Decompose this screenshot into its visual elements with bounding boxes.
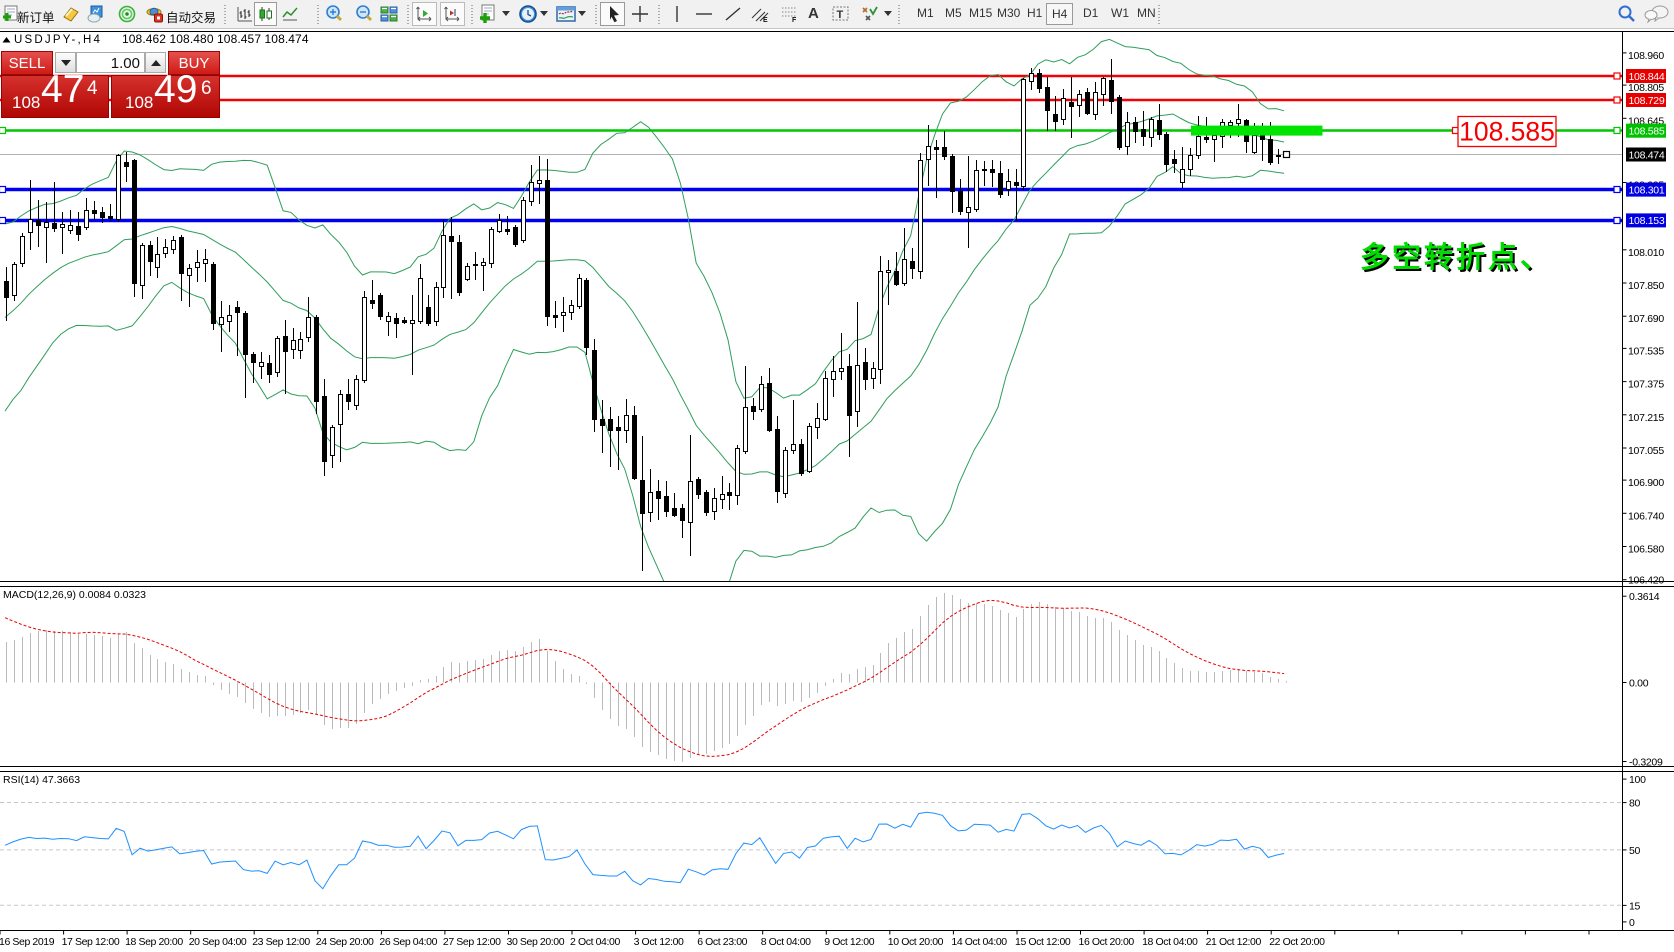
svg-text:14 Oct 04:00: 14 Oct 04:00 <box>951 936 1007 948</box>
svg-text:107.215: 107.215 <box>1628 412 1664 424</box>
svg-text:3 Oct 12:00: 3 Oct 12:00 <box>634 936 684 948</box>
svg-text:108.462 108.480 108.457 108.47: 108.462 108.480 108.457 108.474 <box>122 32 309 46</box>
svg-text:108.585: 108.585 <box>1629 126 1665 138</box>
svg-text:106.580: 106.580 <box>1628 544 1664 556</box>
svg-text:108.301: 108.301 <box>1629 184 1665 196</box>
svg-text:108.153: 108.153 <box>1629 215 1665 227</box>
svg-text:108.960: 108.960 <box>1628 50 1664 62</box>
svg-text:F: F <box>792 17 797 23</box>
svg-text:18 Oct 04:00: 18 Oct 04:00 <box>1142 936 1198 948</box>
svg-text:108.585: 108.585 <box>1459 117 1555 147</box>
svg-text:21 Oct 12:00: 21 Oct 12:00 <box>1206 936 1262 948</box>
svg-text:20 Sep 04:00: 20 Sep 04:00 <box>189 936 247 948</box>
svg-text:9 Oct 12:00: 9 Oct 12:00 <box>824 936 874 948</box>
svg-text:24 Sep 20:00: 24 Sep 20:00 <box>316 936 374 948</box>
svg-text:80: 80 <box>1629 798 1641 810</box>
svg-text:108.010: 108.010 <box>1628 247 1664 259</box>
svg-text:106.740: 106.740 <box>1628 510 1664 522</box>
svg-text:0.00: 0.00 <box>1629 678 1649 690</box>
svg-text:多空转折点、: 多空转折点、 <box>1360 240 1552 274</box>
svg-text:8 Oct 04:00: 8 Oct 04:00 <box>761 936 811 948</box>
svg-text:RSI(14) 47.3663: RSI(14) 47.3663 <box>3 774 80 786</box>
svg-text:50: 50 <box>1629 845 1641 857</box>
svg-text:26 Sep 04:00: 26 Sep 04:00 <box>379 936 437 948</box>
svg-text:108.844: 108.844 <box>1629 71 1665 83</box>
svg-text:16 Oct 20:00: 16 Oct 20:00 <box>1079 936 1135 948</box>
svg-text:0.3614: 0.3614 <box>1629 591 1660 603</box>
svg-text:T: T <box>837 9 844 21</box>
svg-text:0: 0 <box>1629 917 1635 929</box>
svg-text:15 Oct 12:00: 15 Oct 12:00 <box>1015 936 1071 948</box>
svg-text:E: E <box>763 17 768 23</box>
svg-text:2 Oct 04:00: 2 Oct 04:00 <box>570 936 620 948</box>
svg-text:23 Sep 12:00: 23 Sep 12:00 <box>252 936 310 948</box>
svg-text:USDJPY-,H4: USDJPY-,H4 <box>14 34 102 46</box>
svg-text:18 Sep 20:00: 18 Sep 20:00 <box>125 936 183 948</box>
svg-text:107.055: 107.055 <box>1628 445 1664 457</box>
svg-text:MACD(12,26,9) 0.0084 0.0323: MACD(12,26,9) 0.0084 0.0323 <box>3 589 146 601</box>
svg-text:107.850: 107.850 <box>1628 280 1664 292</box>
svg-text:100: 100 <box>1629 774 1646 786</box>
svg-text:106.420: 106.420 <box>1628 575 1664 587</box>
svg-text:108.474: 108.474 <box>1629 149 1665 161</box>
svg-text:15: 15 <box>1629 900 1641 912</box>
svg-text:107.535: 107.535 <box>1628 345 1664 357</box>
svg-text:22 Oct 20:00: 22 Oct 20:00 <box>1269 936 1325 948</box>
svg-text:108.729: 108.729 <box>1629 95 1665 107</box>
svg-text:27 Sep 12:00: 27 Sep 12:00 <box>443 936 501 948</box>
svg-text:16 Sep 2019: 16 Sep 2019 <box>0 936 55 948</box>
svg-text:-0.3209: -0.3209 <box>1629 757 1663 769</box>
svg-text:6 Oct 23:00: 6 Oct 23:00 <box>697 936 747 948</box>
svg-text:107.690: 107.690 <box>1628 313 1664 325</box>
svg-text:108.805: 108.805 <box>1628 82 1664 94</box>
svg-text:107.375: 107.375 <box>1628 379 1664 391</box>
svg-text:10 Oct 20:00: 10 Oct 20:00 <box>888 936 944 948</box>
svg-text:30 Sep 20:00: 30 Sep 20:00 <box>507 936 565 948</box>
svg-text:17 Sep 12:00: 17 Sep 12:00 <box>62 936 120 948</box>
svg-text:106.900: 106.900 <box>1628 477 1664 489</box>
